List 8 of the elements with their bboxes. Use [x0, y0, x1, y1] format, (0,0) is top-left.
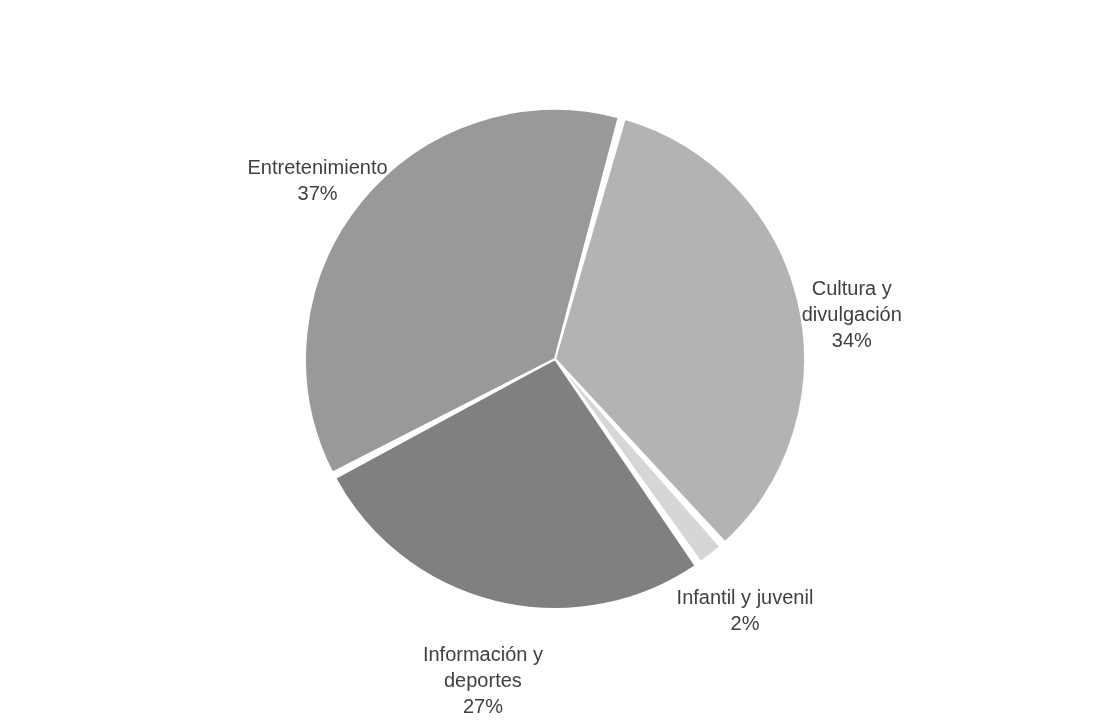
- data-label: 27%: [462, 695, 504, 718]
- data-label: 37%: [297, 181, 338, 204]
- slice-label: Información y deportes: [422, 643, 543, 692]
- slice-label: Infantil y juvenil: [676, 585, 814, 608]
- slice-label: Cultura y divulgación: [801, 276, 902, 325]
- slice-label: Entretenimiento: [247, 155, 388, 178]
- data-label: 2%: [730, 611, 760, 634]
- data-label: 34%: [831, 328, 873, 351]
